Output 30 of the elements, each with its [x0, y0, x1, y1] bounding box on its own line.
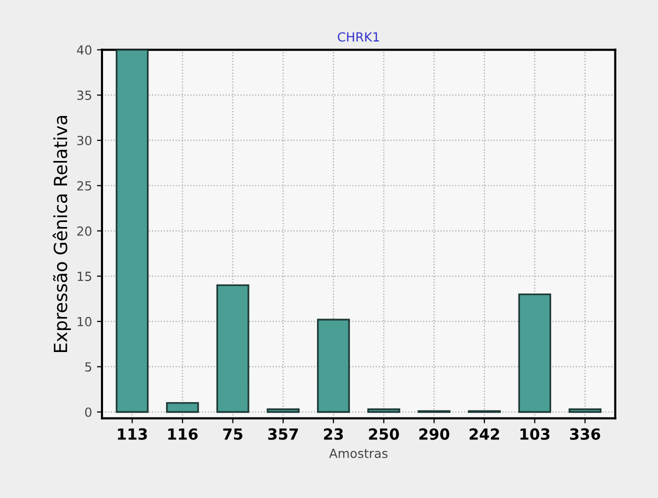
y-tick-label: 35	[77, 90, 92, 100]
x-tick-label: 250	[369, 428, 399, 440]
x-tick-label: 75	[223, 428, 242, 440]
bar	[116, 50, 149, 413]
bar	[216, 284, 250, 413]
x-tick-label: 357	[268, 428, 298, 440]
x-axis-title: Amostras	[329, 448, 388, 458]
bar	[367, 408, 400, 413]
x-tick-label: 336	[570, 428, 600, 440]
y-axis-title: Expressão Gênica Relativa	[52, 116, 71, 352]
y-tick-label: 0	[85, 407, 92, 417]
y-tick-label: 20	[77, 226, 92, 236]
y-tick-label: 30	[77, 136, 92, 146]
bar	[518, 293, 552, 413]
bar	[317, 318, 350, 413]
x-tick-label: 113	[118, 428, 147, 440]
bar	[266, 408, 300, 413]
x-tick-label: 290	[419, 428, 450, 440]
y-tick-label: 10	[78, 316, 92, 326]
x-tick-label: 103	[520, 428, 550, 440]
y-tick-label: 5	[85, 362, 92, 372]
y-tick-label: 25	[77, 181, 92, 191]
bar	[166, 402, 199, 413]
x-tick-label: 23	[324, 428, 343, 440]
chart-title: CHRK1	[338, 32, 379, 42]
x-tick-label: 116	[168, 428, 198, 440]
bar	[568, 408, 602, 413]
y-tick-label: 15	[78, 272, 92, 282]
y-tick-label: 40	[76, 45, 92, 55]
x-tick-label: 242	[470, 428, 500, 440]
